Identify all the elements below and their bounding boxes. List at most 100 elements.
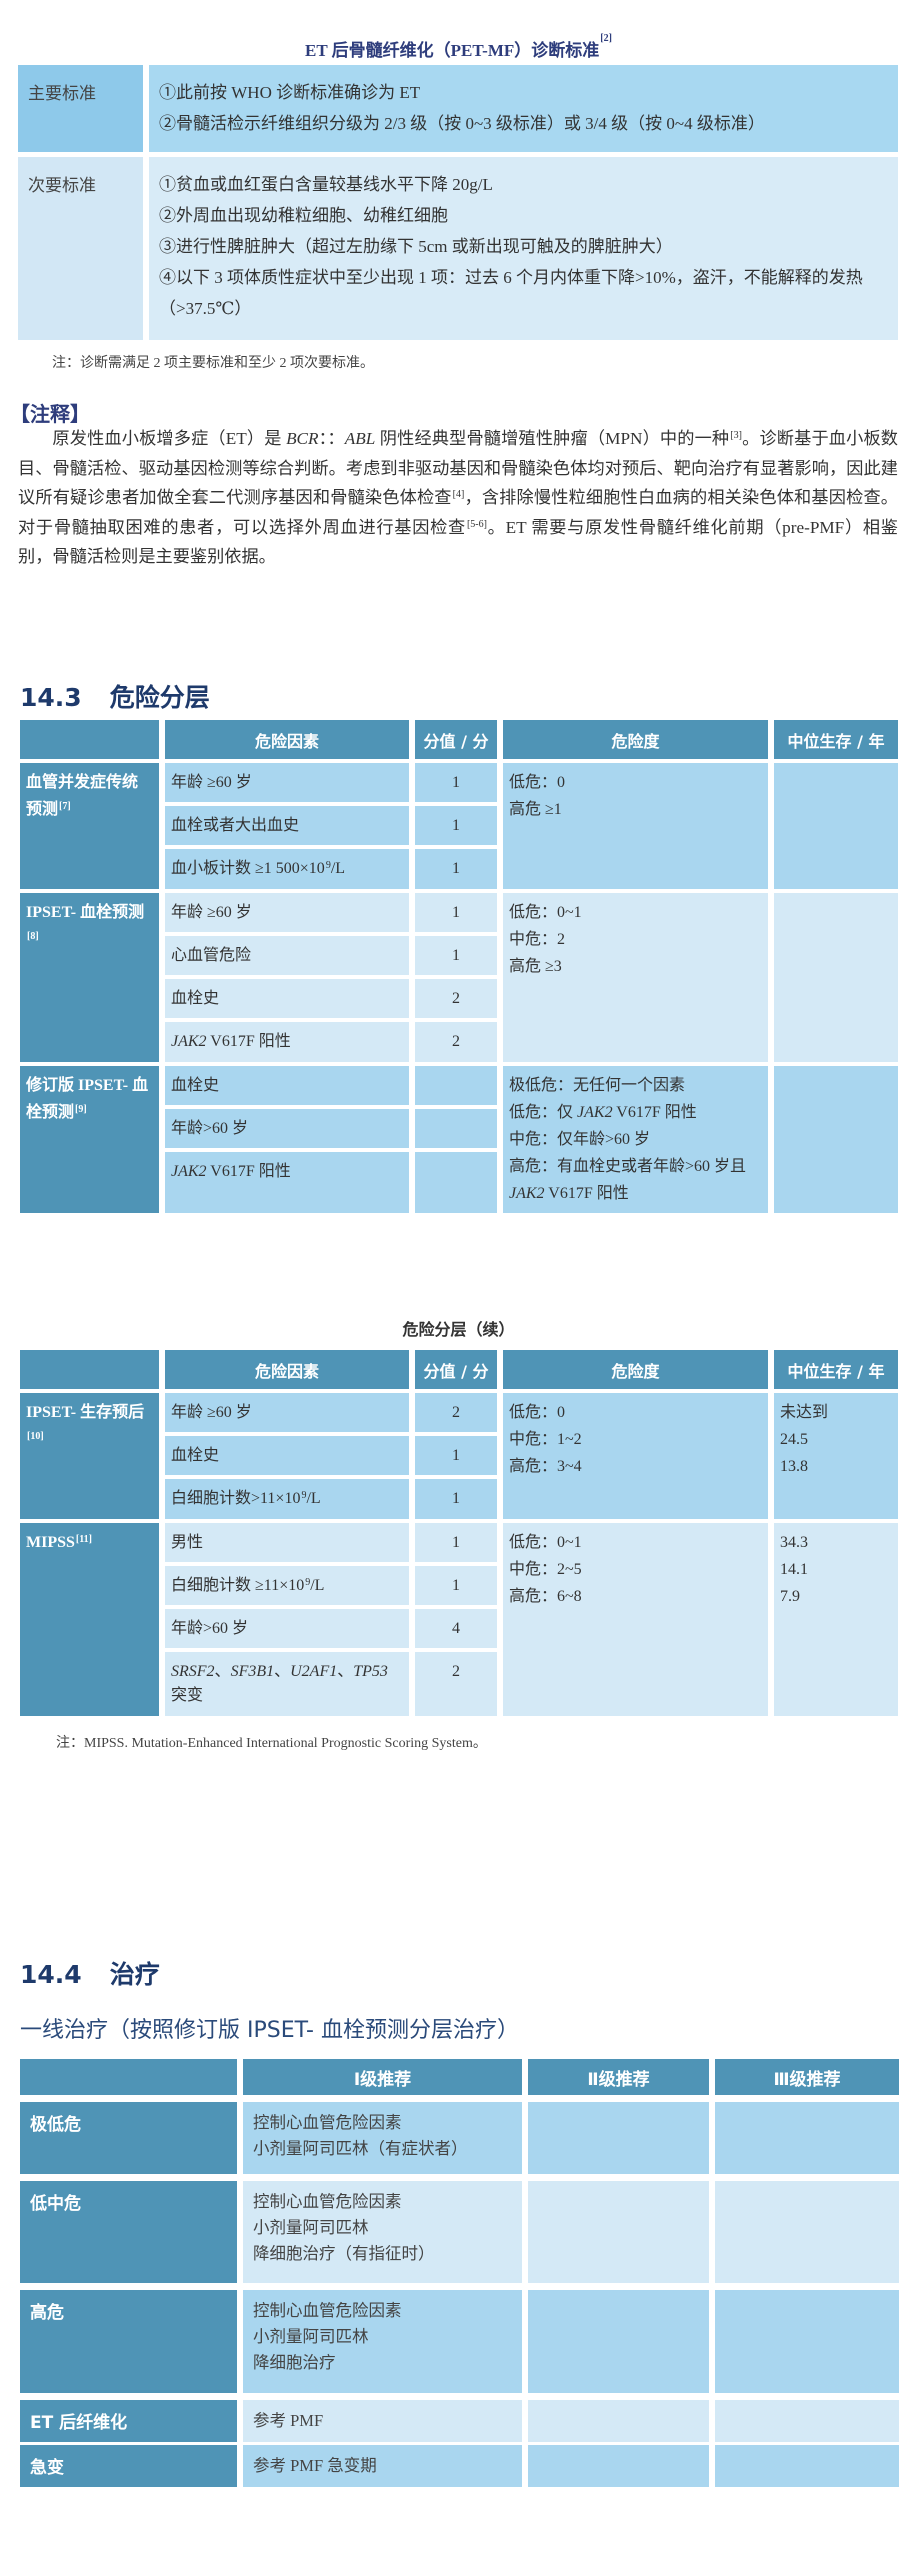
risk-score: 1 <box>415 763 497 802</box>
risk-stratification-table-continued: 危险因素 分值 / 分危险度 中位生存 / 年 IPSET- 生存预后[10] 年龄 ≥… <box>20 1350 898 1716</box>
column-header: 危险因素 <box>165 720 409 759</box>
table-header-row: Ⅰ级推荐 Ⅱ级推荐 Ⅲ级推荐 <box>20 2059 899 2095</box>
median-survival <box>774 1066 898 1213</box>
column-header: 危险因素 <box>165 1350 409 1389</box>
risk-level: 低危：0~1 中危：2 高危 ≥3 <box>503 893 768 1062</box>
risk-level-line: 低危：0~1 <box>509 904 582 921</box>
section-title: 危险分层 <box>109 683 210 712</box>
risk-factor: 年龄>60 岁 <box>165 1609 409 1648</box>
risk-model-group: MIPSS[11] 男性 1 白细胞计数 ≥11×109/L 1 年龄>60 岁 4 SRSF… <box>20 1523 898 1716</box>
recommendation-cell-level3 <box>715 2400 899 2442</box>
recommendation-cell-level2 <box>528 2445 709 2487</box>
pet-mf-table-title: ET 后骨髓纤维化（PET-MF）诊断标准[2] <box>0 33 917 61</box>
risk-factor: 血栓或者大出血史 <box>165 806 409 845</box>
recommendation-item: 控制心血管危险因素 <box>253 2113 402 2132</box>
risk-model-name: MIPSS[11] <box>20 1523 159 1716</box>
risk-score: 1 <box>415 1479 497 1519</box>
criteria-items: ①此前按 WHO 诊断标准确诊为 ET ②骨髓活检示纤维组织分级为 2/3 级（按… <box>149 65 898 152</box>
column-header: 危险度 <box>503 720 768 759</box>
recommendation-item: 参考 PMF 急变期 <box>253 2456 377 2475</box>
risk-score: 2 <box>415 1022 497 1062</box>
criteria-item: ①此前按 WHO 诊断标准确诊为 ET <box>159 83 421 102</box>
recommendation-cell-level1: 控制心血管危险因素 小剂量阿司匹林（有症状者） <box>243 2102 522 2174</box>
column-header <box>20 1350 159 1389</box>
superscript: [8] <box>27 931 39 942</box>
section-heading-treatment: 14.4 治疗 <box>20 1955 160 1991</box>
risk-factor: 年龄 ≥60 岁 <box>165 763 409 802</box>
risk-group-label: 急变 <box>20 2445 237 2487</box>
recommendation-cell-level3 <box>715 2102 899 2174</box>
criteria-item: ②外周血出现幼稚粒细胞、幼稚红细胞 <box>159 206 448 225</box>
recommendation-cell-level3 <box>715 2445 899 2487</box>
section-title: 治疗 <box>109 1960 160 1989</box>
risk-level-line: 高危：有血栓史或者年龄>60 岁且 JAK2 V617F 阳性 <box>509 1158 747 1202</box>
risk-level-line: 低危：0 <box>509 774 566 791</box>
annotation-heading: 【注释】 <box>10 404 90 426</box>
risk-score: 1 <box>415 893 497 932</box>
table-header-row: 危险因素 分值 / 分危险度 中位生存 / 年 <box>20 720 898 759</box>
italic-text: TP53 <box>353 1663 388 1680</box>
recommendation-item: 控制心血管危险因素 <box>253 2192 402 2211</box>
italic-text: ABL <box>344 429 376 448</box>
risk-level: 低危：0~1 中危：2~5 高危：6~8 <box>503 1523 768 1716</box>
italic-text: SF3B1 <box>230 1663 275 1680</box>
superscript: [7] <box>59 801 71 812</box>
treatment-subtitle: 一线治疗（按照修订版 IPSET- 血栓预测分层治疗） <box>20 2018 519 2043</box>
survival-value: 13.8 <box>780 1458 808 1475</box>
risk-score: 1 <box>415 936 497 975</box>
risk-score <box>415 1109 497 1148</box>
median-survival: 34.3 14.1 7.9 <box>774 1523 898 1716</box>
risk-factor: 血小板计数 ≥1 500×109/L <box>165 849 409 889</box>
table-header-row: 危险因素 分值 / 分危险度 中位生存 / 年 <box>20 1350 898 1389</box>
recommendation-cell-level1: 参考 PMF 急变期 <box>243 2445 522 2487</box>
criteria-label: 主要标准 <box>18 65 143 152</box>
superscript: 9 <box>325 860 331 871</box>
treatment-table: Ⅰ级推荐 Ⅱ级推荐 Ⅲ级推荐极低危 控制心血管危险因素 小剂量阿司匹林（有症状者） 低中危… <box>20 2059 899 2487</box>
treatment-row: 极低危 控制心血管危险因素 小剂量阿司匹林（有症状者） <box>20 2102 899 2174</box>
risk-factor: 血栓史 <box>165 1436 409 1475</box>
risk-score: 2 <box>415 979 497 1018</box>
section-number: 14.4 <box>20 1960 82 1989</box>
risk-group-label: 高危 <box>20 2290 237 2393</box>
column-header: Ⅲ级推荐 <box>715 2059 899 2095</box>
median-survival: 未达到 24.5 13.8 <box>774 1393 898 1519</box>
criteria-row: 主要标准 ①此前按 WHO 诊断标准确诊为 ET ②骨髓活检示纤维组织分级为 2/3… <box>18 65 898 152</box>
column-header: 中位生存 / 年 <box>774 720 898 759</box>
recommendation-cell-level3 <box>715 2181 899 2283</box>
mipss-note: 注：MIPSS. Mutation-Enhanced International… <box>56 1736 487 1751</box>
risk-group-label: 极低危 <box>20 2102 237 2174</box>
criteria-items: ①贫血或血红蛋白含量较基线水平下降 20g/L ②外周血出现幼稚粒细胞、幼稚红细胞… <box>149 157 898 340</box>
risk-level-line: 低危：0 <box>509 1404 566 1421</box>
italic-text: JAK2 <box>509 1185 545 1202</box>
risk-score: 1 <box>415 1436 497 1475</box>
risk-score: 2 <box>415 1652 497 1716</box>
risk-score: 1 <box>415 1523 497 1562</box>
annotation-paragraph: 原发性血小板增多症（ET）是 BCR：：ABL 阴性经典型骨髓增殖性肿瘤（MPN… <box>18 429 898 566</box>
criteria-item: ①贫血或血红蛋白含量较基线水平下降 20g/L <box>159 175 493 194</box>
risk-score <box>415 1152 497 1213</box>
risk-factor: 血栓史 <box>165 1066 409 1105</box>
survival-value: 34.3 <box>780 1534 808 1551</box>
section-heading-risk: 14.3 危险分层 <box>20 678 210 714</box>
superscript: [9] <box>75 1104 87 1115</box>
risk-level-line: 低危：0~1 <box>509 1534 582 1551</box>
risk-score <box>415 1066 497 1105</box>
recommendation-item: 小剂量阿司匹林 <box>253 2327 369 2346</box>
recommendation-item: 降细胞治疗（有指征时） <box>253 2244 435 2263</box>
recommendation-item: 小剂量阿司匹林 <box>253 2218 369 2237</box>
risk-level-line: 低危：仅 JAK2 V617F 阳性 <box>509 1104 697 1121</box>
criteria-label: 次要标准 <box>18 157 143 340</box>
risk-level-line: 高危：6~8 <box>509 1588 582 1605</box>
risk-level-line: 中危：2 <box>509 931 566 948</box>
treatment-row: 高危 控制心血管危险因素 小剂量阿司匹林 降细胞治疗 <box>20 2290 899 2393</box>
survival-value: 未达到 <box>780 1404 829 1421</box>
risk-level-line: 高危：3~4 <box>509 1458 582 1475</box>
risk-level: 低危：0 高危 ≥1 <box>503 763 768 889</box>
risk-group-label: 低中危 <box>20 2181 237 2283</box>
criteria-row: 次要标准 ①贫血或血红蛋白含量较基线水平下降 20g/L ②外周血出现幼稚粒细胞、幼… <box>18 157 898 340</box>
superscript: [10] <box>27 1431 44 1442</box>
section-number: 14.3 <box>20 683 82 712</box>
risk-factor: JAK2 V617F 阳性 <box>165 1152 409 1213</box>
column-header: 分值 / 分 <box>415 720 497 759</box>
column-header: 分值 / 分 <box>415 1350 497 1389</box>
